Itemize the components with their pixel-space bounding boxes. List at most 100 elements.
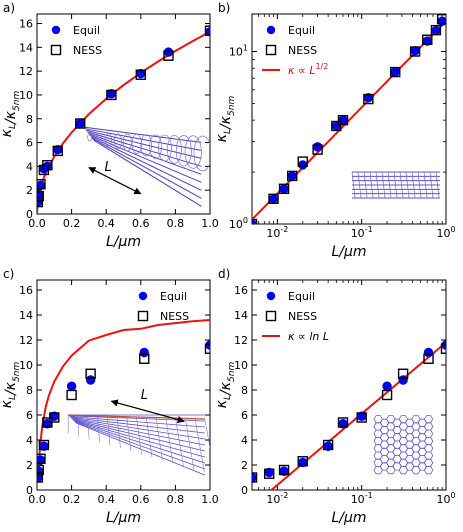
y-tick-label: 14 xyxy=(19,41,33,54)
x-tick-label: 10-1 xyxy=(351,225,373,240)
sheet-bond xyxy=(194,418,205,473)
y-tick-label: 0 xyxy=(26,484,33,497)
y-axis-label: κL/κ5nm xyxy=(214,362,237,409)
sheet-bond xyxy=(87,415,90,440)
ness-point xyxy=(66,389,77,401)
equil-point xyxy=(423,347,434,358)
x-tick-label: 10-2 xyxy=(266,491,288,506)
tube-line xyxy=(87,131,202,167)
equil-point xyxy=(312,142,323,152)
length-annotation: L xyxy=(104,160,111,175)
equil-point xyxy=(382,381,392,391)
plot-area xyxy=(252,340,446,490)
ness-point xyxy=(337,114,349,126)
tube-ring xyxy=(149,134,162,159)
x-tick-label: 0.8 xyxy=(167,217,185,230)
y-tick-label: 16 xyxy=(19,284,33,297)
nanotube-bond xyxy=(393,171,398,199)
ness-point xyxy=(264,468,275,479)
nanotube-bond xyxy=(381,171,386,199)
sheet-bond xyxy=(184,418,195,470)
panel-a: a) 0.0 0.2 0.4 0.6 0.8 1.0 0 2 4 6 8 10 12 14 16 L/μm κL/… xyxy=(0,1,219,250)
legend-entry: NESS xyxy=(288,310,317,323)
panel-label: b) xyxy=(218,1,230,15)
ness-point xyxy=(436,14,446,25)
x-tick-label: 100 xyxy=(436,225,455,240)
ness-point xyxy=(268,193,279,204)
x-tick-label: 0.6 xyxy=(132,217,150,230)
plot-area: L xyxy=(37,25,210,214)
nanotube-bond xyxy=(387,171,392,199)
x-axis-label: L/μm xyxy=(106,234,141,250)
tube-ring xyxy=(96,132,103,144)
legend-square-swatch xyxy=(265,44,277,56)
tube-line xyxy=(93,139,202,207)
x-tick-label: 0.8 xyxy=(167,493,185,506)
legend-square-swatch xyxy=(50,44,62,56)
ness-point xyxy=(381,389,393,401)
ness-point xyxy=(204,343,210,354)
nanotube-bond xyxy=(351,171,356,199)
length-annotation: L xyxy=(141,388,148,403)
tube-line xyxy=(84,128,202,151)
fit-line xyxy=(37,319,210,479)
length-arrow xyxy=(88,167,142,195)
y-tick-label: 2 xyxy=(241,459,248,472)
graphene-cell xyxy=(423,444,434,453)
sheet-bond xyxy=(126,416,132,452)
ness-point xyxy=(287,170,298,182)
y-tick-label: 8 xyxy=(241,384,248,397)
equil-point xyxy=(431,26,441,36)
legend-square-swatch xyxy=(265,310,277,322)
ness-point xyxy=(135,69,147,80)
sheet-bond xyxy=(106,416,111,446)
nanotube-bond xyxy=(357,171,362,199)
equil-point xyxy=(75,118,85,129)
y-tick-label: 8 xyxy=(26,113,33,126)
x-tick-label: 1.0 xyxy=(201,217,219,230)
ness-point xyxy=(163,50,174,61)
ness-point xyxy=(37,196,44,208)
y-tick-label: 6 xyxy=(241,409,248,422)
ness-point xyxy=(139,353,150,364)
y-tick-label: 10 xyxy=(234,359,248,372)
ness-point xyxy=(278,464,290,476)
ness-point xyxy=(430,24,442,36)
tube-ring xyxy=(140,134,152,157)
equil-point xyxy=(85,375,96,385)
legend-circle-swatch xyxy=(266,25,276,35)
equil-point xyxy=(287,171,297,181)
legend: Equil NESS xyxy=(137,290,189,323)
legend-entry: NESS xyxy=(160,310,189,323)
equil-point xyxy=(338,115,348,125)
y-axis-label: κL/κ5nm xyxy=(0,362,22,409)
x-tick-label: 10-2 xyxy=(266,225,288,240)
tube-ring xyxy=(167,134,182,164)
fit-line xyxy=(37,30,210,214)
equil-point xyxy=(163,47,174,57)
graphene-cell xyxy=(423,429,434,438)
graphene-cell xyxy=(423,422,434,431)
equil-point xyxy=(66,381,77,391)
x-tick-label: 0.4 xyxy=(97,217,115,230)
graphene-cell xyxy=(423,436,434,446)
tube-ring xyxy=(122,133,132,152)
x-axis-label: L/μm xyxy=(331,510,366,526)
plot-area: L xyxy=(37,319,210,483)
tube-line xyxy=(83,126,202,143)
equil-point xyxy=(139,347,149,358)
ness-point xyxy=(322,439,334,451)
tube-ring xyxy=(184,135,202,169)
nanotube-inset xyxy=(351,171,440,199)
sheet-bond xyxy=(77,415,79,437)
graphene-cell xyxy=(423,458,434,467)
ness-point xyxy=(356,412,367,423)
y-tick-label: 101 xyxy=(229,44,248,59)
ness-point xyxy=(37,472,44,483)
panel-d: d) 10-2 10-1 100 0 2 4 6 8 10 12 14 16 L/μm κL/κ5nm Equ… xyxy=(214,267,456,526)
plot-frame xyxy=(36,13,211,215)
ness-point xyxy=(49,412,60,423)
ness-point xyxy=(337,417,349,428)
tube-ring xyxy=(158,134,172,162)
